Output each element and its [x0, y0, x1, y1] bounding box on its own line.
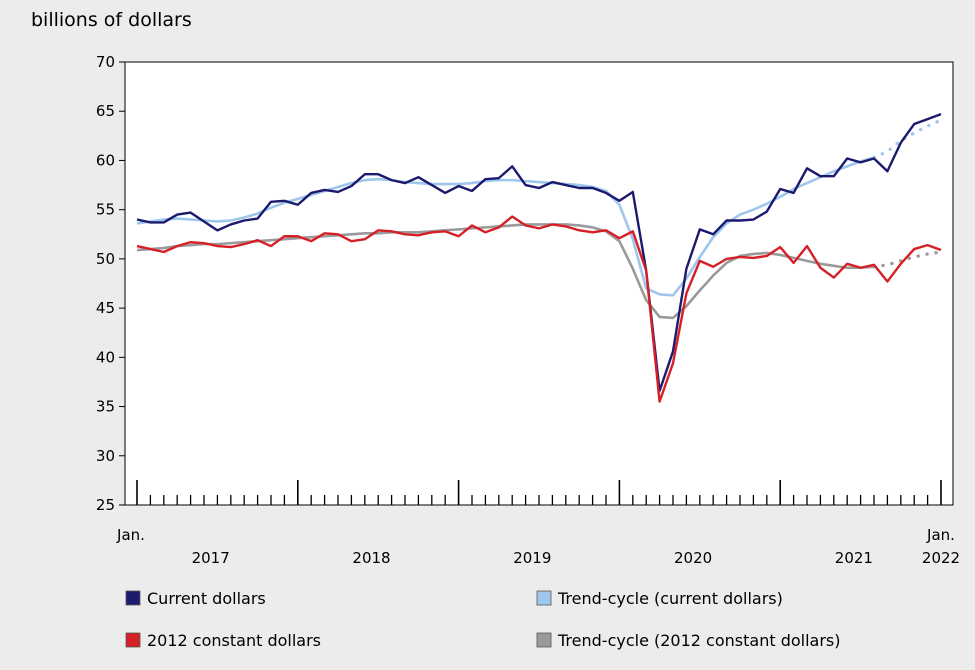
- y-tick-label: 25: [96, 496, 115, 514]
- x-end-month-label: Jan.: [926, 526, 955, 544]
- series-line: [136, 215, 942, 403]
- y-tick-label: 55: [96, 201, 115, 219]
- series-projection-dotted: [872, 118, 943, 160]
- x-year-label: 2017: [192, 549, 230, 567]
- legend-label: 2012 constant dollars: [147, 631, 321, 650]
- legend-label: Trend-cycle (current dollars): [557, 589, 783, 608]
- x-year-label: 2022: [922, 549, 960, 567]
- x-year-label: 2018: [352, 549, 390, 567]
- y-tick-label: 70: [96, 53, 115, 71]
- plot-area: [124, 61, 954, 506]
- y-axis: 25 30 35 40 45 50 55 60 65 70: [96, 53, 125, 514]
- y-tick-label: 45: [96, 299, 115, 317]
- y-tick-label: 35: [96, 398, 115, 416]
- y-tick-label: 60: [96, 151, 115, 169]
- series-layer: [136, 113, 943, 403]
- series-line: [136, 113, 942, 392]
- legend-item: Current dollars: [125, 589, 266, 608]
- series-line: [136, 156, 875, 297]
- legend-swatch: [536, 590, 552, 606]
- legend-item: Trend-cycle (current dollars): [536, 589, 783, 608]
- legend-swatch: [125, 632, 141, 648]
- series-trend-cycle-current-dollars: [136, 118, 943, 297]
- x-axis: Jan. Jan. 2017 2018 2019 2020 2021 2022: [116, 480, 960, 567]
- x-year-label: 2019: [513, 549, 551, 567]
- legend-item: 2012 constant dollars: [125, 631, 321, 650]
- legend-label: Trend-cycle (2012 constant dollars): [557, 631, 840, 650]
- legend-swatch: [125, 590, 141, 606]
- y-tick-label: 50: [96, 250, 115, 268]
- y-tick-label: 65: [96, 102, 115, 120]
- y-tick-label: 30: [96, 447, 115, 465]
- legend-swatch: [536, 632, 552, 648]
- legend-item: Trend-cycle (2012 constant dollars): [536, 631, 840, 650]
- y-tick-label: 40: [96, 348, 115, 366]
- x-year-label: 2020: [674, 549, 712, 567]
- x-start-month-label: Jan.: [116, 526, 145, 544]
- x-year-label: 2021: [835, 549, 873, 567]
- legend-label: Current dollars: [147, 589, 266, 608]
- series-2012-constant-dollars: [136, 215, 942, 403]
- y-axis-label: billions of dollars: [31, 9, 192, 31]
- series-current-dollars: [136, 113, 942, 392]
- legend: Current dollars Trend-cycle (current doll…: [125, 589, 840, 650]
